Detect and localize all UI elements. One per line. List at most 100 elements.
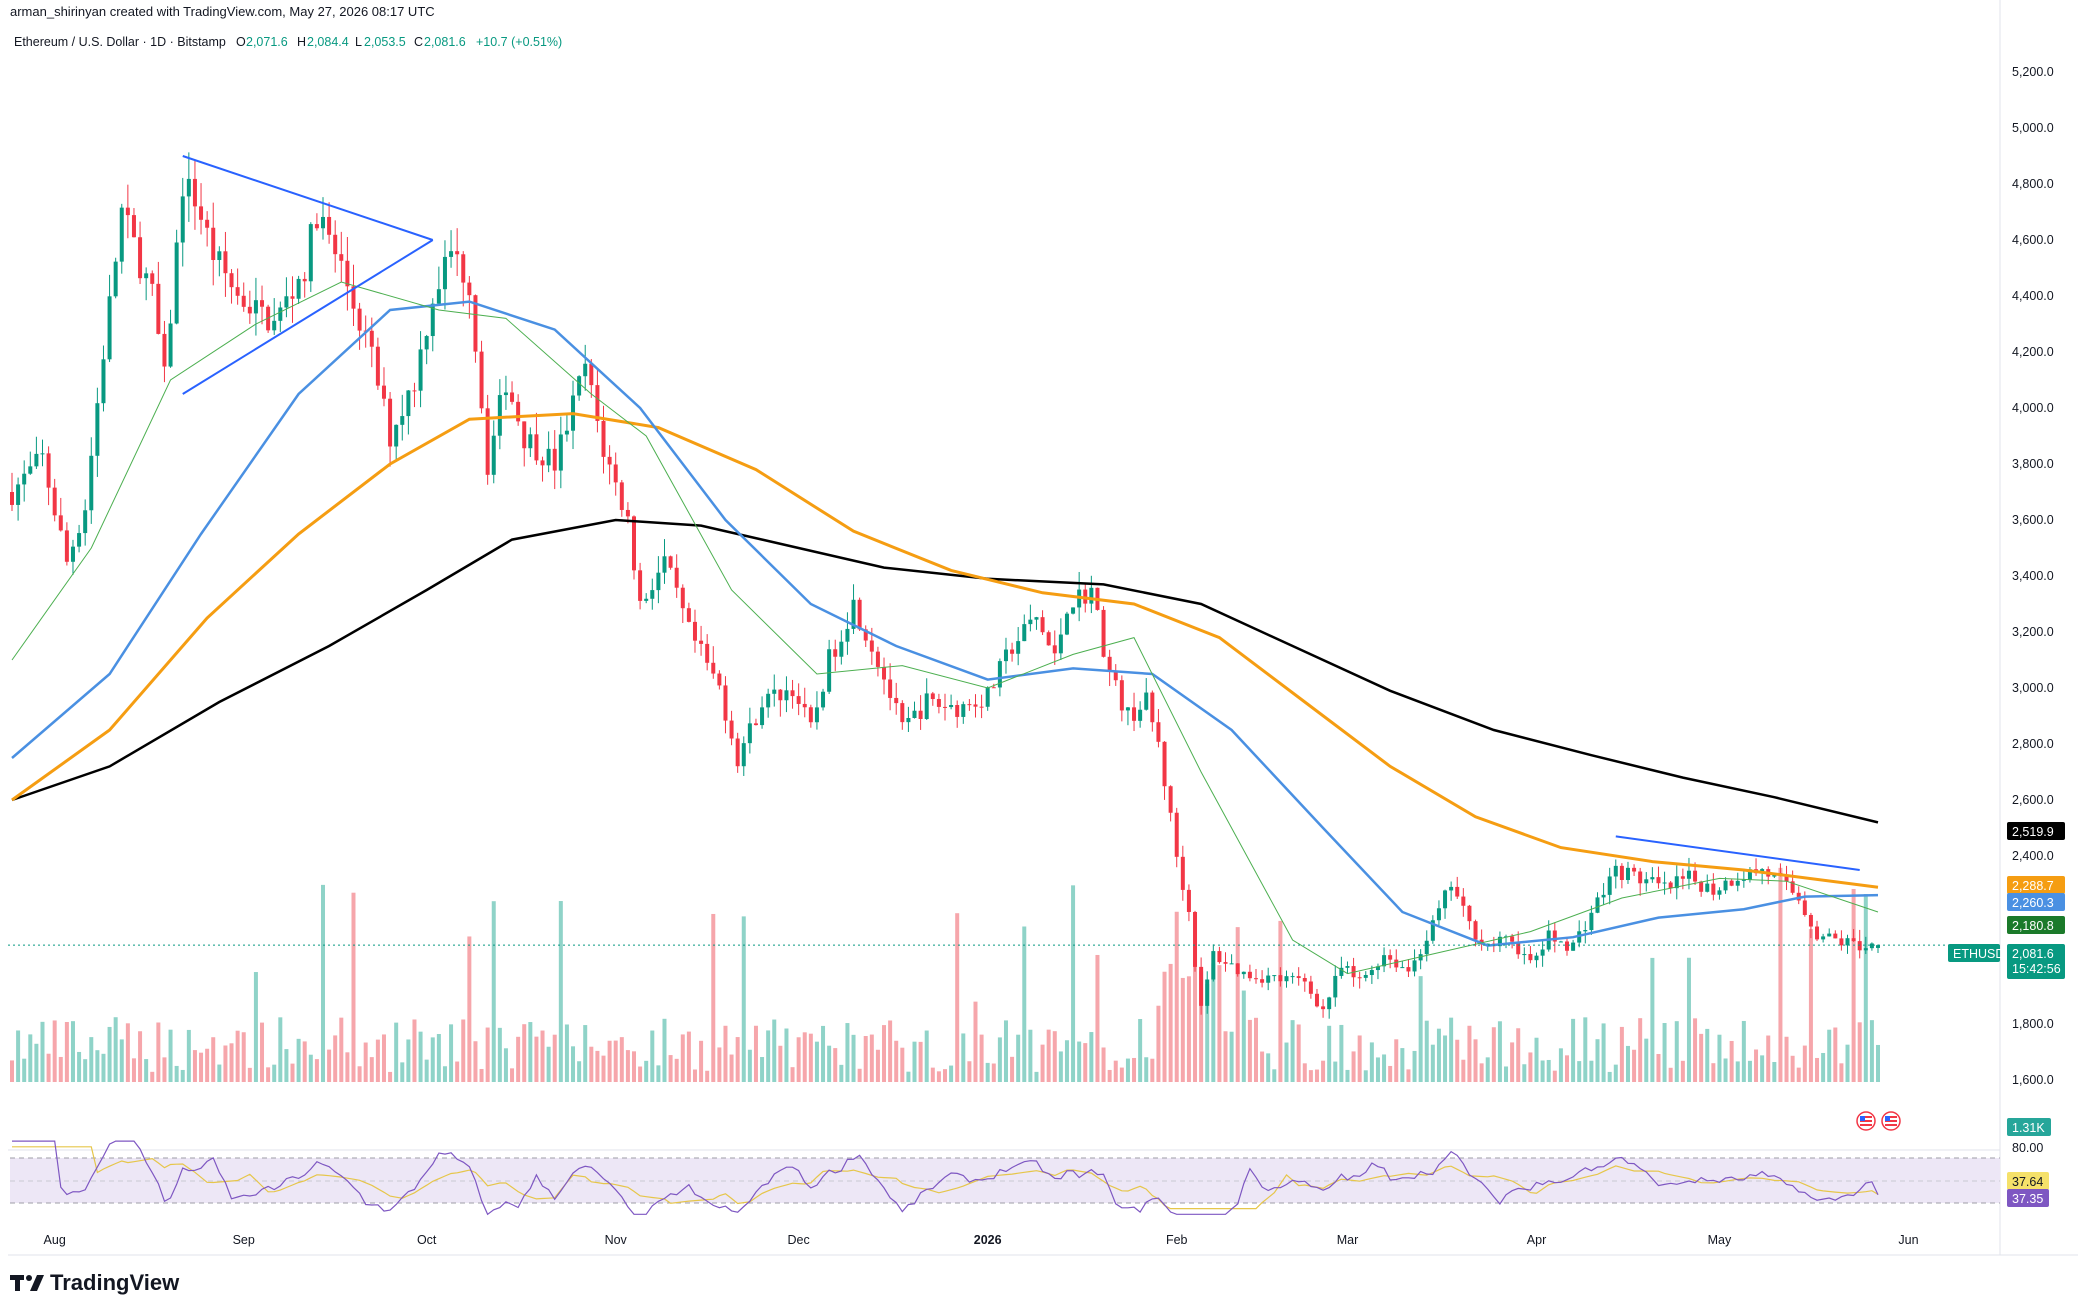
volume-bar xyxy=(534,1036,539,1082)
volume-bar xyxy=(997,1037,1002,1082)
volume-bar xyxy=(168,1029,173,1082)
volume-bar xyxy=(150,1071,155,1082)
time-axis[interactable]: Aug Sep Oct Nov Dec 2026 Feb Mar Apr May Jun xyxy=(44,1233,1919,1247)
volume-bar xyxy=(601,1055,606,1082)
candle-body xyxy=(1650,877,1655,880)
volume-bar xyxy=(1857,1022,1862,1082)
volume-bar xyxy=(1180,977,1185,1082)
price-tick-label: 2,600.0 xyxy=(2012,793,2054,807)
candle-body xyxy=(1314,993,1319,1007)
candle-body xyxy=(692,621,697,641)
candle-body xyxy=(144,273,149,279)
candle-body xyxy=(1034,617,1039,620)
candle-body xyxy=(418,349,423,391)
candle-body xyxy=(1040,617,1045,633)
candle-body xyxy=(113,261,118,297)
volume-bar xyxy=(875,1049,880,1082)
candle-body xyxy=(1497,936,1502,947)
candle-body xyxy=(1808,914,1813,927)
candle-body xyxy=(1686,870,1691,879)
candle-body xyxy=(1827,933,1832,937)
trendlines[interactable] xyxy=(182,155,1860,871)
trendline[interactable] xyxy=(182,155,434,241)
candle-body xyxy=(22,473,27,485)
volume-bar xyxy=(1796,1067,1801,1082)
candle-body xyxy=(1351,966,1356,978)
candle-body xyxy=(1339,967,1344,976)
volume-bar xyxy=(1455,1039,1460,1082)
volume-bar xyxy=(1497,1021,1502,1082)
volume-bar xyxy=(1430,1044,1435,1082)
volume-bar xyxy=(1863,894,1868,1082)
candle-body xyxy=(1211,951,1216,980)
candle-body xyxy=(1205,979,1210,1006)
volume-bar xyxy=(278,1017,283,1082)
candle-body xyxy=(455,251,460,255)
time-tick-label: Mar xyxy=(1337,1233,1359,1247)
tradingview-logo-icon xyxy=(10,1275,44,1291)
volume-bar xyxy=(247,1067,252,1082)
sma200-badge-text: 2,519.9 xyxy=(2012,825,2054,839)
candle-body xyxy=(1199,966,1204,1006)
volume-bar xyxy=(491,901,496,1082)
candle-body xyxy=(1741,879,1746,881)
volume-bar xyxy=(296,1038,301,1082)
volume-bar xyxy=(1077,1041,1082,1082)
candle-body xyxy=(388,398,393,447)
candle-body xyxy=(1125,707,1130,711)
us-flag-icon[interactable] xyxy=(1856,1111,1876,1131)
open-label: O xyxy=(236,35,246,49)
candle-body xyxy=(1046,632,1051,646)
volume-bar xyxy=(1467,1025,1472,1082)
volume-bar xyxy=(479,1068,484,1082)
tradingview-brand[interactable]: TradingView xyxy=(10,1270,179,1296)
time-tick-label: Sep xyxy=(233,1233,255,1247)
volume-bar xyxy=(345,1052,350,1082)
candle-body xyxy=(28,466,33,474)
price-axis[interactable]: 5,200.0 5,000.0 4,800.0 4,600.0 4,400.0 4,200… xyxy=(2012,65,2054,1087)
candle-body xyxy=(1180,856,1185,890)
candle-body xyxy=(918,710,923,720)
candle-body xyxy=(46,453,51,488)
volume-bar xyxy=(717,1047,722,1082)
us-flag-icon[interactable] xyxy=(1881,1111,1901,1131)
trendline[interactable] xyxy=(1615,835,1860,871)
candle-body xyxy=(912,710,917,719)
volume-bar xyxy=(1473,1039,1478,1082)
candle-body xyxy=(1369,970,1374,976)
candle-body xyxy=(479,351,484,409)
volume-bar xyxy=(1028,1029,1033,1082)
candle-body xyxy=(119,207,124,262)
volume-bar xyxy=(1729,1040,1734,1082)
volume-bar xyxy=(357,1066,362,1082)
candle-body xyxy=(503,392,508,396)
candle-body xyxy=(753,723,758,726)
candle-body xyxy=(467,282,472,296)
candle-body xyxy=(1552,930,1557,942)
sma200-badge: 2,519.9 xyxy=(2007,822,2065,840)
volume-bar xyxy=(1705,1028,1710,1082)
candle-body xyxy=(680,587,685,609)
candle-body xyxy=(138,237,143,279)
candle-body xyxy=(1235,963,1240,975)
candle-body xyxy=(1089,587,1094,604)
price-tick-label: 2,400.0 xyxy=(2012,849,2054,863)
candle-body xyxy=(412,390,417,392)
trendline[interactable] xyxy=(182,239,434,395)
candle-body xyxy=(802,703,807,708)
candle-body xyxy=(1217,951,1222,963)
symbol-legend: Ethereum / U.S. Dollar · 1D · Bitstamp O… xyxy=(14,35,562,49)
candle-body xyxy=(247,306,252,314)
candle-body xyxy=(64,530,69,562)
time-tick-label: Feb xyxy=(1166,1233,1188,1247)
candles xyxy=(10,152,1880,1019)
candle-body xyxy=(1839,938,1844,946)
high-label: H xyxy=(297,35,306,49)
volume-bar xyxy=(229,1043,234,1082)
candle-body xyxy=(16,484,21,505)
candle-body xyxy=(845,628,850,642)
volume-bar xyxy=(607,1040,612,1082)
candle-body xyxy=(1723,880,1728,891)
volume-bar xyxy=(516,1036,521,1082)
